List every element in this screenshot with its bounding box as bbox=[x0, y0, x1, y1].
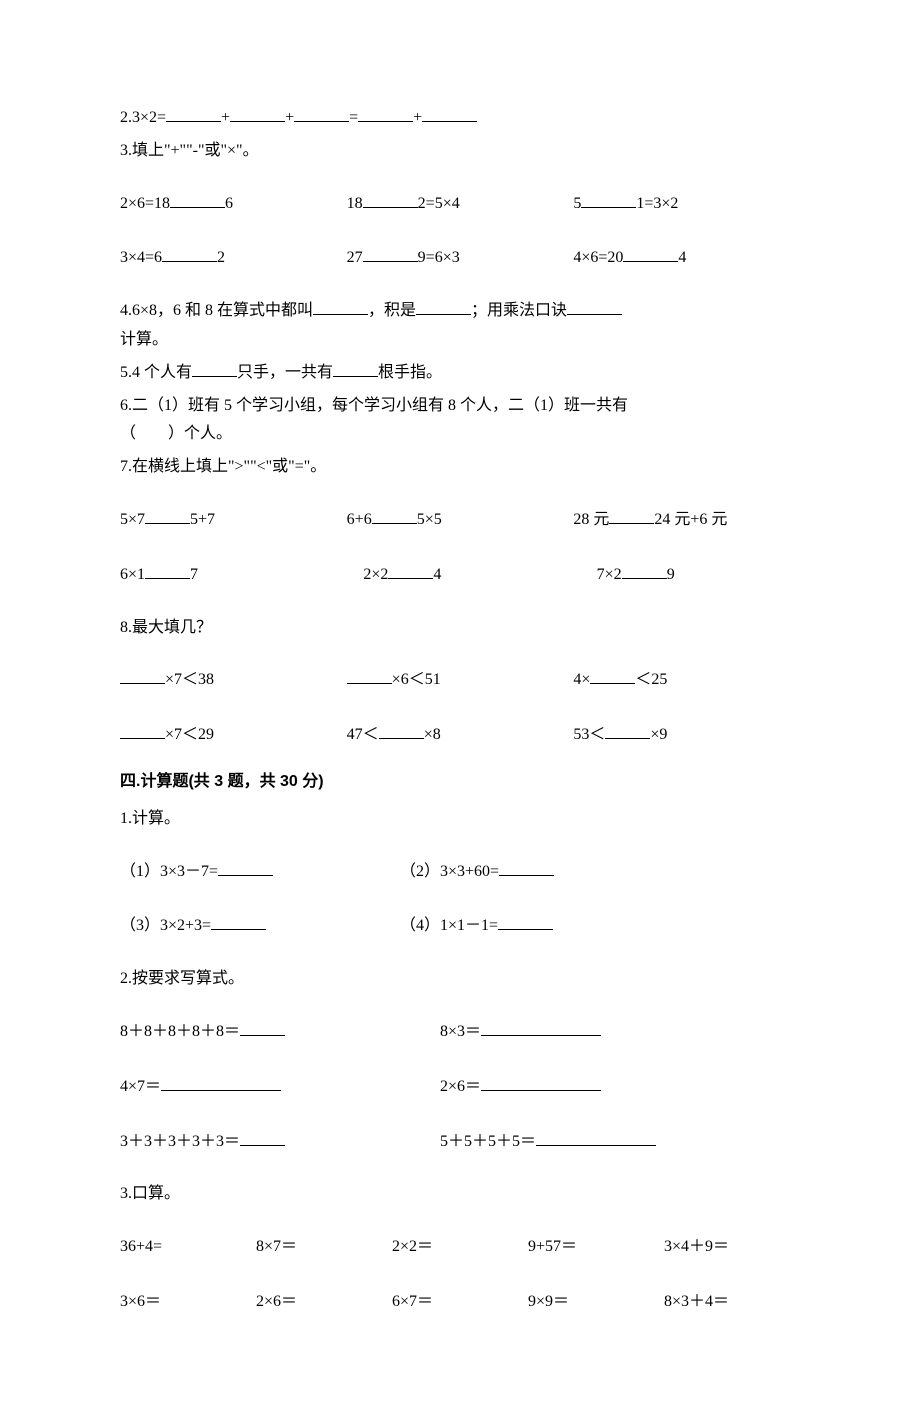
blank[interactable] bbox=[347, 667, 392, 684]
blank[interactable] bbox=[120, 667, 165, 684]
s4-p3-row1: 36+4= 8×7＝ 2×2＝ 9+57＝ 3×4＋9＝ bbox=[120, 1233, 800, 1262]
blank[interactable] bbox=[499, 859, 554, 876]
q3-row1: 2×6=186 182=5×4 51=3×2 bbox=[120, 190, 800, 219]
section4-head: 四.计算题(共 3 题，共 30 分) bbox=[120, 768, 800, 797]
q3-row2: 3×4=62 279=6×3 4×6=204 bbox=[120, 244, 800, 273]
question-6: 6.二（1）班有 5 个学习小组，每个学习小组有 8 个人，二（1）班一共有 （… bbox=[120, 392, 800, 450]
q8-row2: ×7＜29 47＜×8 53＜×9 bbox=[120, 721, 800, 750]
calc-cell: 6×7＝ bbox=[392, 1288, 528, 1317]
q8-title: 8.最大填几？ bbox=[120, 614, 800, 643]
blank[interactable] bbox=[161, 1074, 281, 1091]
blank[interactable] bbox=[623, 245, 678, 262]
q2-blank5[interactable] bbox=[422, 105, 477, 122]
q3-r2-c: 4×6=204 bbox=[573, 244, 800, 273]
calc-cell: 3×6＝ bbox=[120, 1288, 256, 1317]
q7-row1: 5×75+7 6+65×5 28 元24 元+6 元 bbox=[120, 506, 800, 535]
s4-p1-row1: （1）3×3－7= （2）3×3+60= bbox=[120, 858, 800, 887]
blank[interactable] bbox=[388, 562, 433, 579]
q7-title: 7.在横线上填上">""<"或"="。 bbox=[120, 453, 800, 482]
blank[interactable] bbox=[372, 507, 417, 524]
blank[interactable] bbox=[211, 913, 266, 930]
s4-p2-row3: 3＋3＋3＋3＋3＝ 5＋5＋5＋5＝ bbox=[120, 1128, 800, 1157]
q3-r1-c: 51=3×2 bbox=[573, 190, 800, 219]
q2-plus1: + bbox=[221, 109, 230, 126]
blank[interactable] bbox=[622, 562, 667, 579]
question-5: 5.4 个人有只手，一共有根手指。 bbox=[120, 359, 800, 388]
q3-r2-b: 279=6×3 bbox=[347, 244, 574, 273]
blank[interactable] bbox=[313, 298, 368, 315]
calc-cell: 8×7＝ bbox=[256, 1233, 392, 1262]
blank[interactable] bbox=[363, 191, 418, 208]
s4-p3-row2: 3×6＝ 2×6＝ 6×7＝ 9×9＝ 8×3＋4＝ bbox=[120, 1288, 800, 1317]
calc-cell: 36+4= bbox=[120, 1233, 256, 1262]
q3-r2-a: 3×4=62 bbox=[120, 244, 347, 273]
blank[interactable] bbox=[192, 360, 237, 377]
q2-prefix: 2.3×2= bbox=[120, 109, 166, 126]
blank[interactable] bbox=[145, 507, 190, 524]
blank[interactable] bbox=[609, 507, 654, 524]
blank[interactable] bbox=[363, 245, 418, 262]
blank[interactable] bbox=[416, 298, 471, 315]
q2-blank4[interactable] bbox=[358, 105, 413, 122]
q2-blank1[interactable] bbox=[166, 105, 221, 122]
blank[interactable] bbox=[498, 913, 553, 930]
blank[interactable] bbox=[162, 245, 217, 262]
s4-p1-row2: （3）3×2+3= （4）1×1－1= bbox=[120, 912, 800, 941]
question-4: 4.6×8，6 和 8 在算式中都叫，积是；用乘法口诀 计算。 bbox=[120, 297, 800, 355]
q7-row2: 6×17 2×24 7×29 bbox=[120, 561, 800, 590]
calc-cell: 9+57＝ bbox=[528, 1233, 664, 1262]
blank[interactable] bbox=[590, 667, 635, 684]
blank[interactable] bbox=[605, 722, 650, 739]
q3-r1-a: 2×6=186 bbox=[120, 190, 347, 219]
calc-cell: 8×3＋4＝ bbox=[664, 1288, 800, 1317]
blank[interactable] bbox=[567, 298, 622, 315]
calc-cell: 9×9＝ bbox=[528, 1288, 664, 1317]
blank[interactable] bbox=[536, 1129, 656, 1146]
blank[interactable] bbox=[218, 859, 273, 876]
s4-p1-title: 1.计算。 bbox=[120, 805, 800, 834]
blank[interactable] bbox=[145, 562, 190, 579]
calc-cell: 2×6＝ bbox=[256, 1288, 392, 1317]
question-2: 2.3×2= + + = + bbox=[120, 104, 800, 133]
blank[interactable] bbox=[581, 191, 636, 208]
worksheet-page: 2.3×2= + + = + 3.填上"+""-"或"×"。 2×6=186 182=5… bbox=[0, 0, 920, 1423]
blank[interactable] bbox=[481, 1019, 601, 1036]
q2-eq: = bbox=[349, 109, 358, 126]
q2-blank2[interactable] bbox=[230, 105, 285, 122]
blank[interactable] bbox=[481, 1074, 601, 1091]
blank[interactable] bbox=[240, 1129, 285, 1146]
q2-blank3[interactable] bbox=[294, 105, 349, 122]
calc-cell: 2×2＝ bbox=[392, 1233, 528, 1262]
s4-p2-title: 2.按要求写算式。 bbox=[120, 965, 800, 994]
s4-p2-row2: 4×7＝ 2×6＝ bbox=[120, 1073, 800, 1102]
blank[interactable] bbox=[240, 1019, 285, 1036]
q2-plus2: + bbox=[285, 109, 294, 126]
blank[interactable] bbox=[170, 191, 225, 208]
s4-p3-title: 3.口算。 bbox=[120, 1180, 800, 1209]
q2-plus3: + bbox=[413, 109, 422, 126]
blank[interactable] bbox=[333, 360, 378, 377]
q8-row1: ×7＜38 ×6＜51 4×＜25 bbox=[120, 666, 800, 695]
q3-title: 3.填上"+""-"或"×"。 bbox=[120, 137, 800, 166]
s4-p2-row1: 8＋8＋8＋8＋8＝ 8×3＝ bbox=[120, 1018, 800, 1047]
q3-r1-b: 182=5×4 bbox=[347, 190, 574, 219]
blank[interactable] bbox=[379, 722, 424, 739]
blank[interactable] bbox=[120, 722, 165, 739]
calc-cell: 3×4＋9＝ bbox=[664, 1233, 800, 1262]
